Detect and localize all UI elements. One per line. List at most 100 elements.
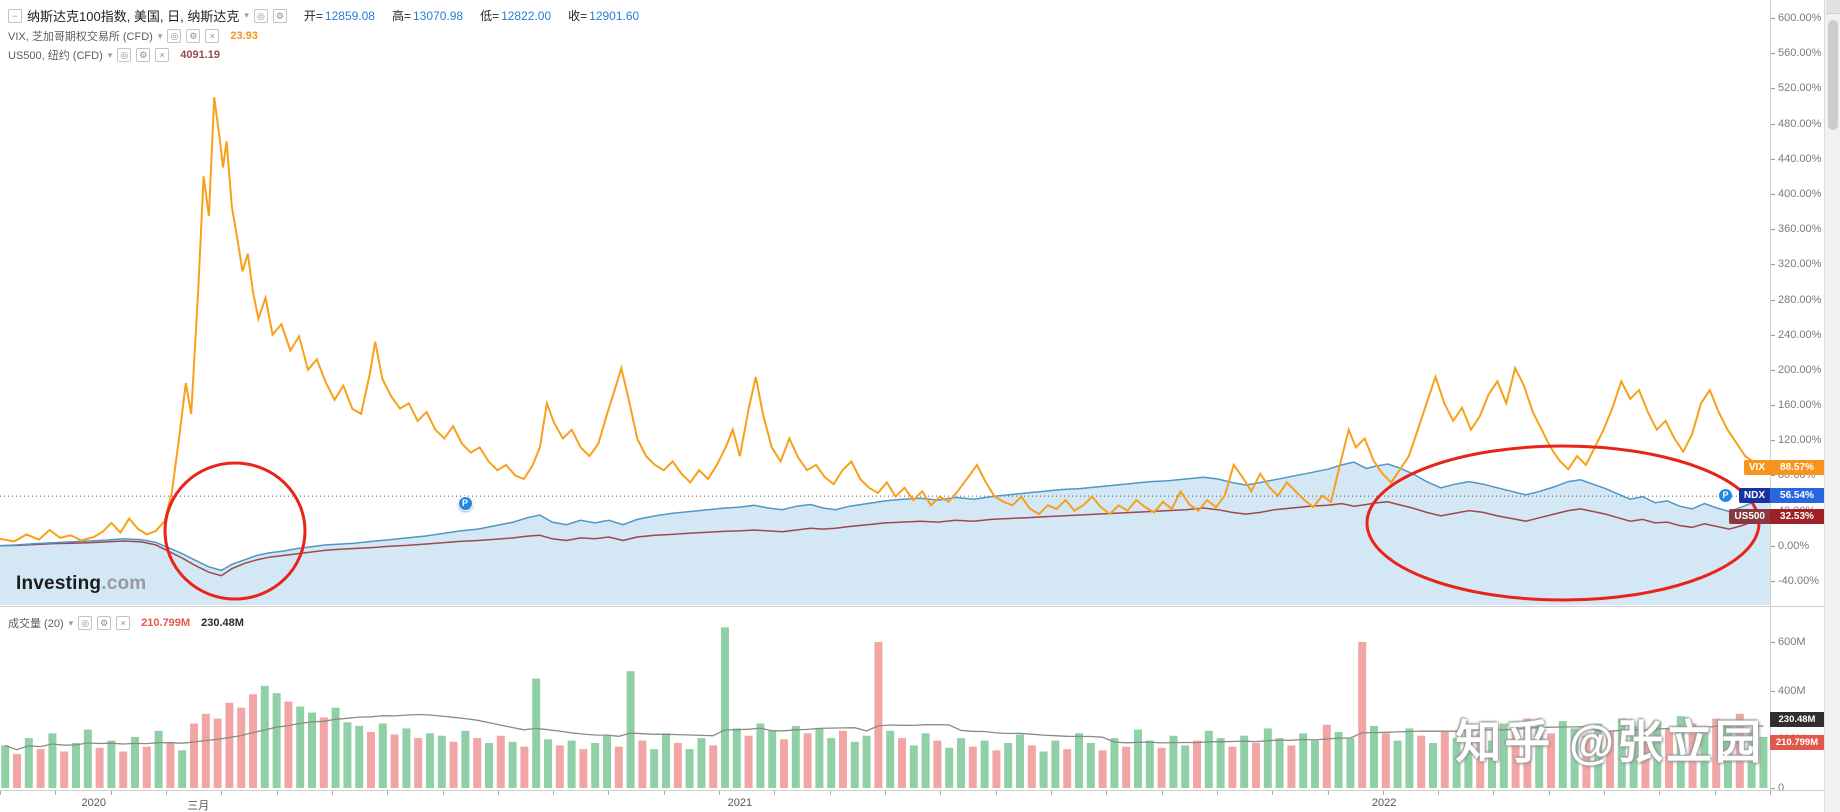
time-axis-minor-tick [663, 791, 665, 795]
scroll-top-button[interactable] [1826, 0, 1840, 14]
price-axis-tick: 440.00% [1771, 152, 1824, 166]
scrollbar-thumb[interactable] [1828, 20, 1838, 130]
volume-bar [1334, 732, 1343, 788]
volume-bar [544, 739, 552, 788]
volume-bar [1228, 746, 1237, 788]
time-axis-label: 2022 [1371, 797, 1397, 809]
settings-gear-icon[interactable]: ⚙ [97, 616, 112, 630]
vix-last-value: 23.93 [230, 30, 258, 42]
volume-bar [1299, 733, 1308, 789]
volume-bar [1287, 745, 1296, 788]
main-chart-svg[interactable] [0, 0, 1770, 607]
watermark: 知乎 @张立园 [1455, 716, 1764, 768]
us500-symbol-name[interactable]: US500, 纽约 (CFD) [8, 50, 103, 62]
us500-symbol-row: US500, 纽约 (CFD) ▾ ◎ ⚙ × 4091.19 [8, 47, 639, 63]
published-idea-marker[interactable]: P [457, 495, 473, 511]
price-axis-tick: 280.00% [1771, 293, 1824, 307]
volume-bar [131, 736, 139, 788]
settings-gear-icon[interactable]: ⚙ [136, 48, 151, 62]
volume-bar [284, 701, 293, 788]
volume-bar [626, 671, 635, 788]
volume-legend-row: 成交量 (20) ▾ ◎ ⚙ × 210.799M 230.48M [8, 615, 244, 631]
volume-bar [532, 678, 541, 788]
volume-bar [1606, 730, 1614, 788]
visibility-eye-icon[interactable]: ◎ [167, 29, 182, 43]
ohlc-close: 收= 12901.60 [568, 9, 640, 23]
volume-bar [1086, 743, 1095, 788]
visibility-eye-icon[interactable]: ◎ [253, 8, 268, 23]
volume-pane[interactable]: 成交量 (20) ▾ ◎ ⚙ × 210.799M 230.48M [0, 607, 1770, 790]
chevron-down-icon[interactable]: ▾ [157, 30, 163, 41]
volume-bar [83, 729, 92, 788]
volume-bar [850, 741, 859, 788]
volume-bar [36, 749, 45, 788]
volume-bar [190, 723, 198, 788]
volume-bar [1370, 725, 1378, 788]
volume-bar [862, 735, 871, 788]
volume-bar [1535, 725, 1544, 788]
volume-bar [1429, 743, 1437, 788]
visibility-eye-icon[interactable]: ◎ [78, 616, 93, 630]
time-axis-minor-tick [995, 791, 997, 795]
volume-bar [390, 734, 399, 788]
time-axis-minor-tick [1770, 791, 1771, 795]
time-axis-label: 2021 [727, 797, 753, 809]
chevron-down-icon[interactable]: ▾ [244, 10, 249, 20]
volume-bar [1016, 734, 1024, 788]
settings-gear-icon[interactable]: ⚙ [186, 29, 201, 43]
time-axis[interactable]: 2020 三月 2021 2022 [0, 790, 1824, 812]
volume-bar [213, 718, 222, 788]
volume-bar [260, 685, 269, 788]
volume-bar [614, 746, 623, 788]
close-icon[interactable]: × [116, 616, 131, 630]
time-axis-minor-tick [1216, 791, 1218, 795]
main-chart-pane[interactable]: − 纳斯达克100指数, 美国, 日, 纳斯达克 ▾ ◎ ⚙ 开= 12859.0… [0, 0, 1770, 607]
visibility-eye-icon[interactable]: ◎ [117, 48, 132, 62]
volume-bar [449, 741, 458, 788]
volume-bar [1617, 718, 1626, 788]
volume-indicator-name[interactable]: 成交量 (20) [8, 618, 64, 630]
price-axis-tick: -40.00% [1771, 574, 1824, 588]
volume-ma-line [4, 713, 1764, 751]
chevron-down-icon[interactable]: ▾ [107, 49, 113, 60]
volume-bar [485, 743, 493, 788]
ndx-p-marker-icon[interactable]: P [1719, 489, 1732, 503]
vix-symbol-name[interactable]: VIX, 芝加哥期权交易所 (CFD) [8, 31, 153, 43]
investing-logo: Investing.com [16, 573, 147, 594]
volume-bar [909, 745, 918, 788]
volume-bar [319, 717, 328, 788]
volume-bar [874, 642, 883, 788]
time-axis-minor-tick [276, 791, 278, 795]
red-ellipse-annotation-1[interactable] [163, 461, 307, 601]
volume-bar [24, 738, 33, 788]
ohlc-low: 低= 12822.00 [480, 9, 552, 23]
volume-bar [296, 706, 305, 788]
price-axis-tick: 520.00% [1771, 81, 1824, 95]
volume-bar [697, 738, 706, 788]
time-axis-minor-tick [608, 791, 610, 795]
volume-ma-value: 210.799M [141, 617, 191, 629]
time-axis-minor-tick [1272, 791, 1274, 795]
volume-bar [107, 740, 116, 789]
volume-bar [980, 740, 989, 789]
us500-line [0, 501, 1770, 577]
close-icon[interactable]: × [155, 48, 170, 62]
time-axis-minor-tick [1604, 791, 1606, 795]
collapse-pane-icon[interactable]: − [8, 8, 22, 23]
main-symbol-title[interactable]: 纳斯达克100指数, 美国, 日, 纳斯达克 [27, 9, 240, 24]
volume-bar [1417, 735, 1426, 788]
volume-bar [473, 738, 482, 788]
price-axis[interactable]: 600.00% 560.00% 520.00% 480.00% 440.00% 400.0… [1770, 0, 1824, 794]
ohlc-high: 高= 13070.98 [391, 9, 464, 23]
volume-bar [685, 749, 694, 788]
volume-chart-svg[interactable] [0, 607, 1770, 790]
price-axis-tick: 120.00% [1771, 433, 1824, 447]
volume-bar [709, 745, 718, 788]
pane-divider[interactable] [0, 606, 1824, 607]
volume-bar [650, 749, 659, 788]
settings-gear-icon[interactable]: ⚙ [272, 8, 287, 23]
chevron-down-icon[interactable]: ▾ [68, 617, 74, 628]
volume-bar [1688, 723, 1697, 788]
main-symbol-row: − 纳斯达克100指数, 美国, 日, 纳斯达克 ▾ ◎ ⚙ 开= 12859.0… [8, 6, 639, 25]
close-icon[interactable]: × [205, 29, 220, 43]
